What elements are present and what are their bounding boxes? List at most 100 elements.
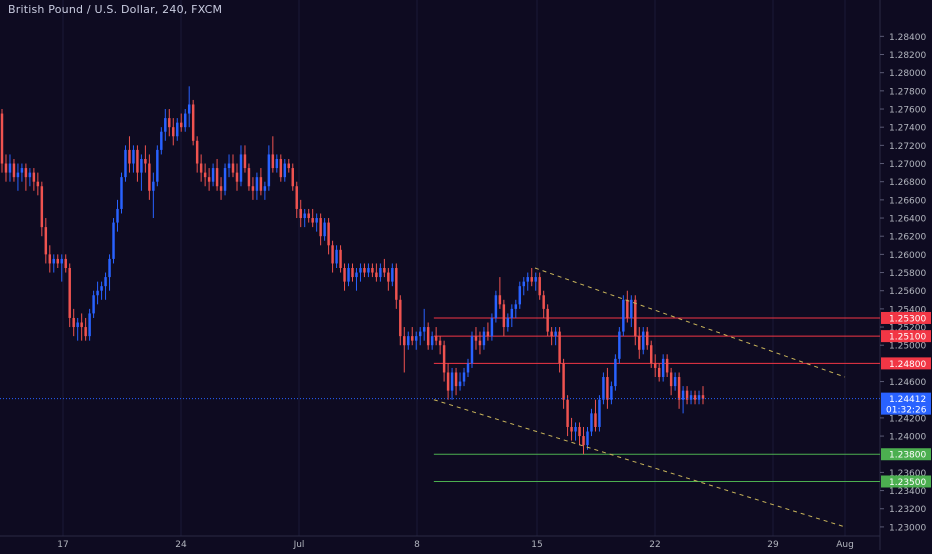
candle-body	[247, 168, 251, 187]
y-tick-label: 1.28000	[889, 69, 926, 79]
candle-body	[239, 154, 243, 182]
candle-body	[395, 268, 398, 300]
candle-body	[661, 358, 665, 378]
y-tick-label: 1.24000	[889, 433, 926, 443]
candle-body	[482, 331, 486, 346]
y-tick-label: 1.27600	[889, 106, 926, 116]
candle-body	[40, 186, 44, 228]
candle-body	[215, 168, 219, 187]
candle-body	[263, 186, 267, 191]
candle-body	[295, 186, 298, 209]
candle-body	[638, 336, 641, 350]
candle-body	[618, 331, 621, 359]
candle-body	[558, 331, 561, 364]
candle-body	[355, 272, 358, 278]
candle-body	[8, 163, 12, 173]
candle-body	[96, 290, 99, 296]
candle-body	[534, 277, 537, 282]
candle-body	[32, 172, 36, 182]
candle-body	[104, 277, 107, 287]
candle-body	[140, 158, 143, 173]
candle-body	[434, 336, 438, 341]
y-tick-label: 1.25200	[889, 324, 926, 334]
candle-body	[20, 168, 24, 173]
candle-body	[462, 372, 466, 382]
candle-body	[116, 208, 119, 223]
y-tick-label: 1.23200	[889, 505, 926, 515]
price-level-tag-label: 1.23800	[889, 451, 926, 461]
candle-body	[52, 258, 56, 264]
y-tick-label: 1.27200	[889, 142, 926, 152]
candle-body	[152, 181, 155, 191]
candle-body	[367, 268, 370, 273]
trendline	[534, 267, 846, 378]
candle-body	[510, 308, 514, 318]
y-tick-label: 1.26600	[889, 196, 926, 206]
candle-body	[323, 222, 326, 237]
candle-body	[554, 331, 557, 337]
candle-body	[255, 177, 259, 191]
candle-body	[303, 213, 306, 219]
candle-body	[359, 268, 362, 273]
candle-body	[108, 258, 111, 278]
candle-body	[80, 322, 83, 328]
y-tick-label: 1.23600	[889, 469, 926, 479]
candle-body	[697, 395, 701, 400]
candle-body	[371, 268, 374, 273]
y-tick-label: 1.28400	[889, 33, 926, 43]
candle-body	[474, 336, 478, 341]
candle-body	[124, 149, 127, 178]
candle-body	[379, 268, 382, 278]
candle-body	[148, 163, 151, 191]
y-tick-label: 1.25600	[889, 287, 926, 297]
candle-body	[530, 277, 533, 282]
candle-body	[112, 222, 115, 259]
candle-body	[176, 122, 179, 137]
candle-body	[335, 249, 338, 264]
x-tick-label: Aug	[836, 540, 854, 550]
candle-body	[120, 177, 123, 209]
candle-body	[590, 413, 593, 432]
candle-body	[311, 218, 314, 223]
y-tick-label: 1.28200	[889, 51, 926, 61]
candle-body	[685, 390, 689, 400]
x-tick-label: 24	[175, 540, 187, 550]
candle-body	[187, 104, 191, 114]
candle-body	[586, 431, 589, 446]
x-tick-label: 17	[57, 540, 68, 550]
candle-body	[626, 299, 629, 318]
x-tick-label: Jul	[293, 540, 305, 550]
candle-body	[630, 299, 633, 318]
candle-body	[594, 413, 597, 427]
candle-body	[28, 172, 32, 178]
candle-body	[570, 426, 573, 432]
price-level-tag-label: 1.24800	[889, 360, 926, 370]
candle-body	[518, 286, 522, 305]
candle-body	[610, 386, 613, 400]
candle-body	[56, 258, 59, 264]
candle-body	[458, 381, 462, 387]
candle-body	[693, 395, 697, 400]
candle-body	[494, 295, 498, 318]
y-tick-label: 1.24200	[889, 414, 926, 424]
candle-body	[665, 358, 669, 373]
y-tick-label: 1.26800	[889, 178, 926, 188]
candle-body	[327, 222, 330, 246]
price-level-tag-label: 1.23500	[889, 478, 926, 488]
candle-body	[156, 149, 159, 182]
candle-body	[36, 181, 40, 187]
candle-body	[223, 168, 227, 191]
price-level-tag-label: 1.25300	[889, 314, 926, 324]
candle-body	[319, 218, 322, 237]
candle-body	[307, 213, 310, 219]
candle-body	[287, 163, 291, 169]
candle-body	[243, 154, 247, 169]
candle-body	[211, 168, 215, 182]
candle-body	[44, 227, 48, 255]
candle-body	[60, 258, 63, 264]
candle-body	[430, 336, 434, 346]
candle-body	[454, 372, 458, 387]
candle-body	[657, 367, 661, 378]
